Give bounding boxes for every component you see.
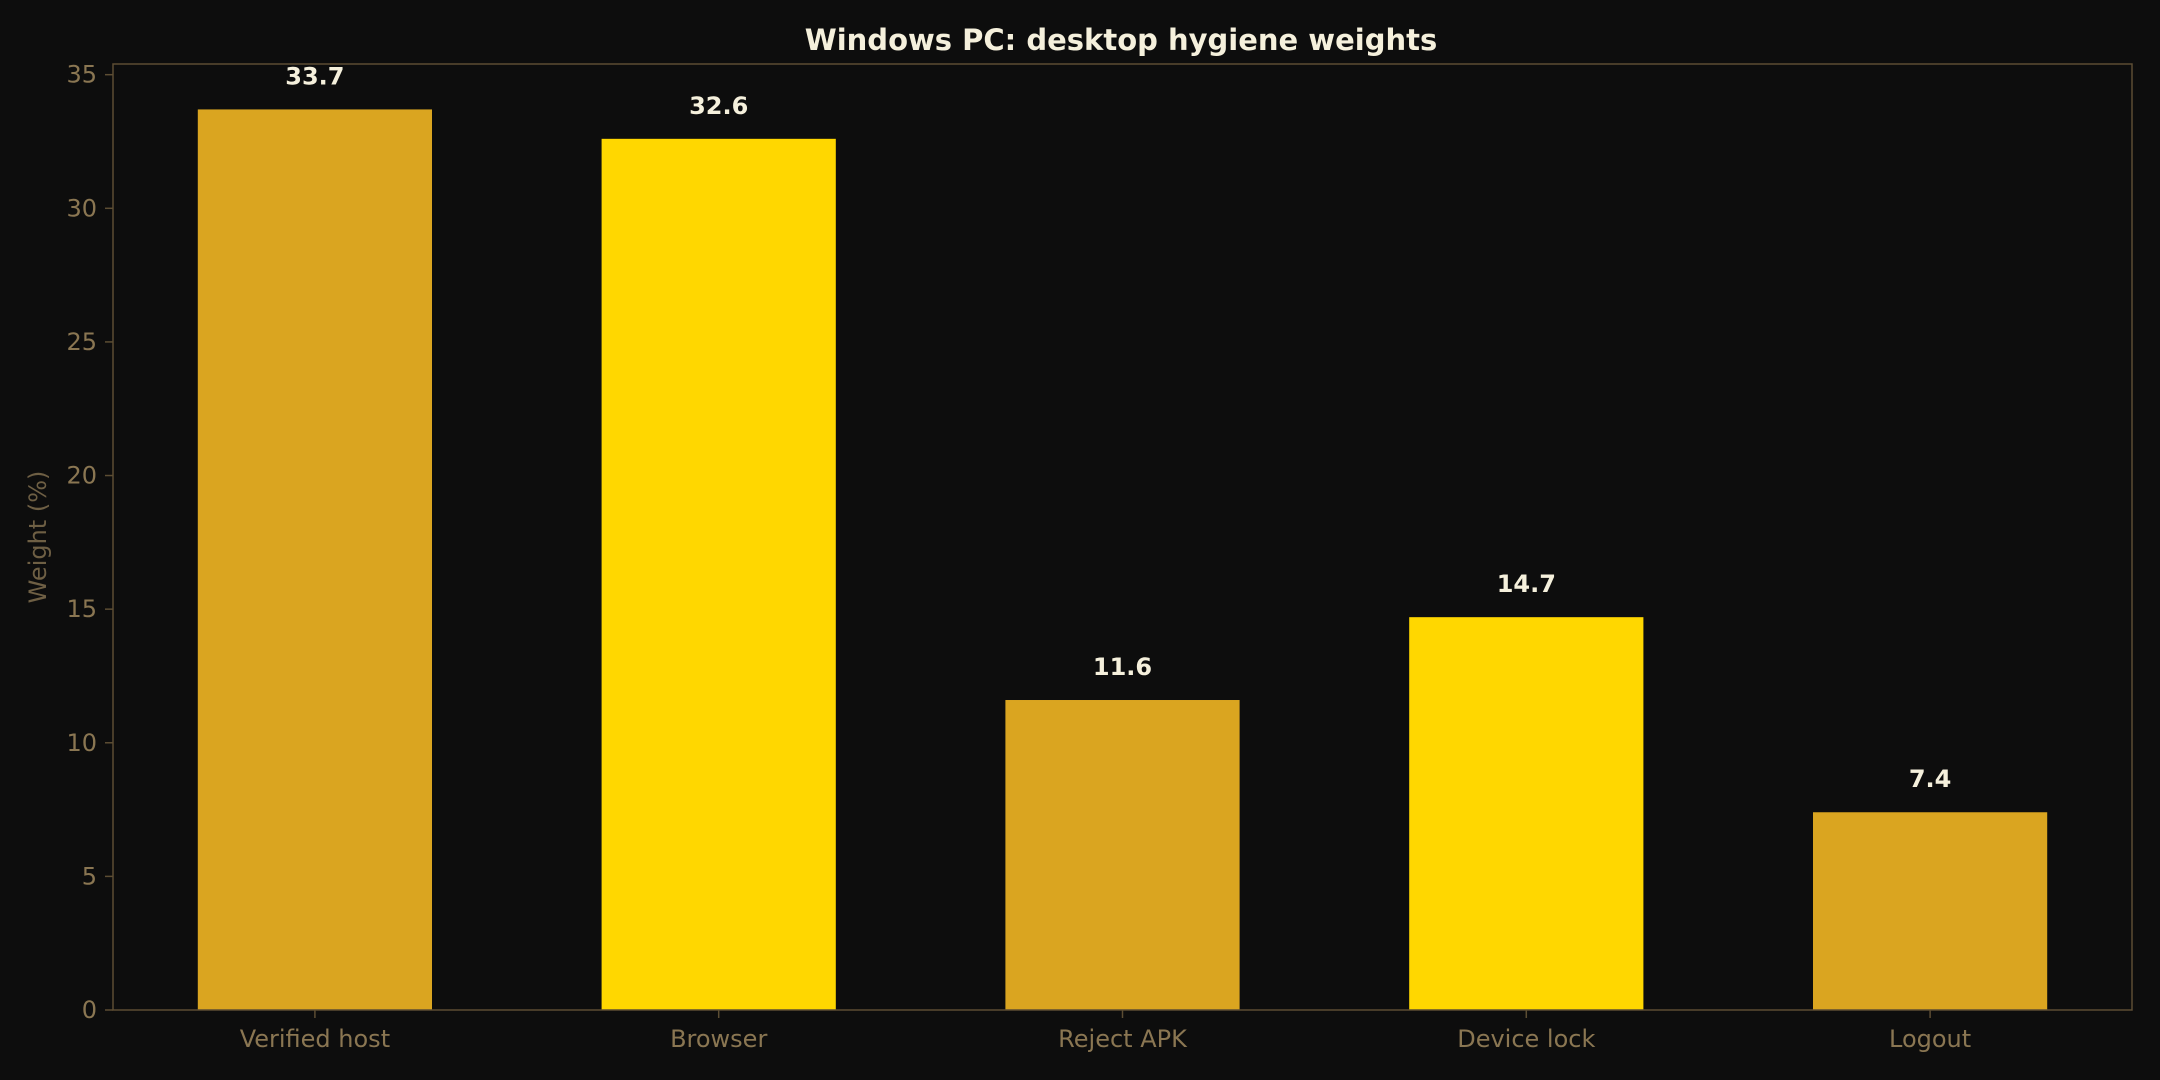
value-label: 14.7 — [1497, 570, 1556, 598]
value-label: 32.6 — [689, 92, 748, 120]
bar-device-lock — [1409, 617, 1644, 1010]
bar-verified-host — [197, 109, 433, 1010]
value-label: 7.4 — [1909, 765, 1952, 793]
y-tick-label: 0 — [82, 996, 97, 1024]
y-tick-label: 15 — [66, 595, 97, 623]
value-label: 11.6 — [1093, 653, 1152, 681]
bars-layer — [197, 109, 2048, 1011]
x-tick-label: Reject APK — [1058, 1025, 1188, 1053]
x-tick-label: Browser — [670, 1025, 767, 1053]
bar-reject-apk — [1005, 700, 1240, 1010]
y-tick-label: 25 — [66, 328, 97, 356]
value-labels: 33.7 32.6 11.6 14.7 7.4 — [285, 62, 1951, 793]
y-tick-label: 35 — [66, 61, 97, 89]
y-tick-label: 5 — [82, 862, 97, 890]
bar-browser — [601, 138, 836, 1011]
y-axis-label: Weight (%) — [24, 471, 52, 604]
y-tick-label: 20 — [66, 462, 97, 490]
y-tick-label: 10 — [66, 729, 97, 757]
x-axis: Verified host Browser Reject APK Device loc… — [240, 1010, 1971, 1053]
bar-logout — [1812, 812, 2048, 1010]
y-axis: 0 5 10 15 20 25 30 35 — [66, 61, 113, 1024]
y-tick-label: 30 — [66, 194, 97, 222]
x-tick-label: Verified host — [240, 1025, 390, 1053]
x-tick-label: Device lock — [1457, 1025, 1595, 1053]
x-tick-label: Logout — [1889, 1025, 1971, 1053]
value-label: 33.7 — [285, 62, 344, 90]
chart-title: Windows PC: desktop hygiene weights — [805, 23, 1438, 57]
